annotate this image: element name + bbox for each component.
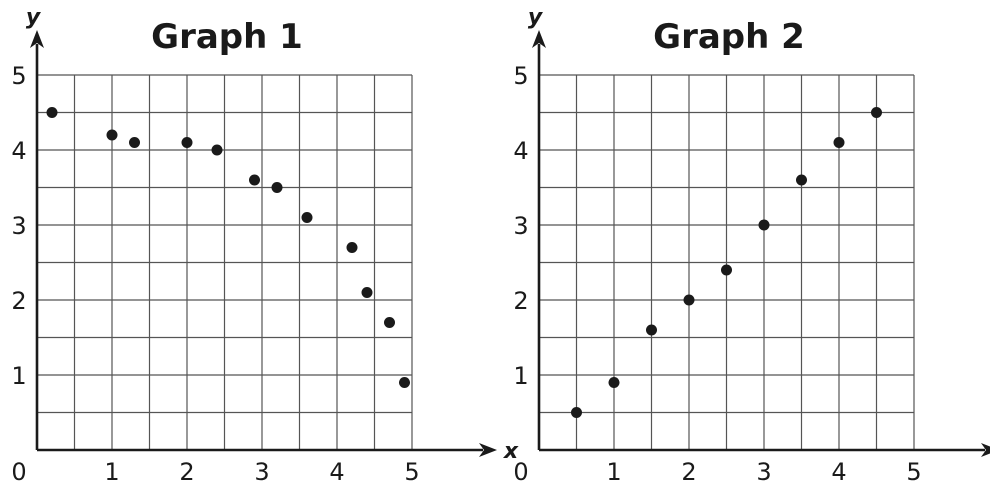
origin-label: 0	[513, 458, 528, 486]
x-axis-label: x	[503, 439, 519, 464]
y-tick-label: 1	[11, 362, 26, 390]
y-tick-label: 1	[513, 362, 528, 390]
data-point	[361, 287, 373, 298]
x-tick-label: 4	[329, 458, 344, 486]
x-tick-label: 1	[606, 458, 621, 486]
y-tick-label: 3	[513, 212, 528, 240]
y-tick-label: 3	[11, 212, 26, 240]
data-point	[758, 219, 770, 231]
data-point	[211, 144, 223, 156]
data-point	[106, 129, 118, 141]
data-point	[833, 137, 845, 148]
x-tick-label: 1	[104, 458, 119, 486]
data-point	[249, 174, 260, 186]
x-tick-label: 4	[831, 458, 846, 486]
data-point	[646, 324, 657, 336]
chart-title: Graph 2	[653, 17, 805, 57]
grid	[539, 74, 915, 450]
data-point	[346, 242, 358, 253]
x-tick-label: 2	[179, 458, 194, 486]
data-point	[181, 137, 193, 148]
x-tick-label: 3	[756, 458, 771, 486]
origin-label: 0	[11, 458, 26, 486]
data-point	[399, 377, 410, 388]
y-tick-label: 2	[11, 287, 26, 315]
y-tick-label: 5	[11, 62, 26, 90]
x-tick-label: 5	[404, 458, 419, 486]
y-tick-label: 4	[513, 137, 528, 165]
y-tick-label: 4	[11, 137, 26, 165]
chart-title: Graph 1	[151, 17, 303, 57]
y-tick-label: 5	[513, 62, 528, 90]
data-point	[571, 407, 582, 418]
x-tick-label: 5	[906, 458, 921, 486]
data-point	[683, 294, 695, 306]
grid	[37, 74, 413, 450]
data-point	[871, 107, 882, 118]
y-axis-arrow	[30, 30, 44, 48]
x-tick-label: 2	[681, 458, 696, 486]
data-point	[608, 377, 620, 388]
y-axis-label: y	[528, 5, 544, 30]
data-point	[271, 182, 283, 193]
data-point	[46, 107, 58, 118]
data-point	[301, 212, 313, 223]
y-axis-arrow	[532, 30, 546, 48]
x-tick-label: 3	[254, 458, 269, 486]
graph-1-chart: y x Graph 1 0 1 2 3 4 5 1 2 3 4 5	[11, 5, 519, 486]
y-axis-label: y	[26, 5, 42, 30]
data-point	[721, 264, 732, 276]
x-axis-arrow	[479, 443, 497, 457]
data-point	[384, 317, 395, 328]
data-point	[796, 174, 807, 186]
y-tick-label: 2	[513, 287, 528, 315]
x-axis-arrow	[981, 443, 990, 457]
data-point	[129, 137, 140, 148]
